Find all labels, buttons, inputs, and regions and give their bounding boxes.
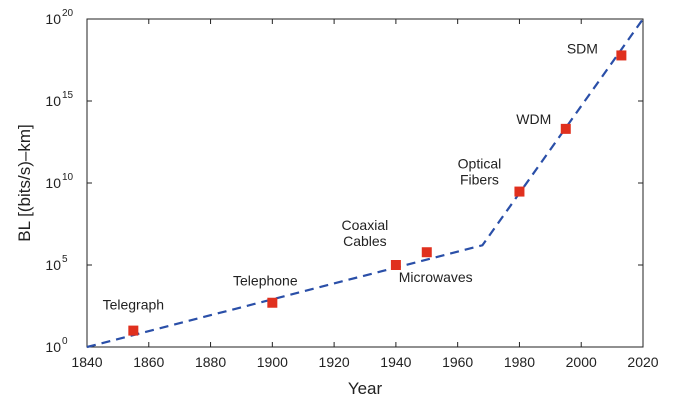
x-tick-label: 1960 bbox=[442, 354, 473, 370]
y-tick-label-base: 10 bbox=[45, 11, 61, 27]
label-optical-fibers: Optical Fibers bbox=[458, 156, 502, 188]
label-line: WDM bbox=[516, 111, 551, 127]
label-sdm: SDM bbox=[567, 40, 598, 56]
axis-ticks bbox=[86, 18, 644, 348]
x-tick-label: 1880 bbox=[195, 354, 226, 370]
label-line: Coaxial bbox=[342, 217, 389, 233]
label-line: Fibers bbox=[460, 172, 499, 188]
x-tick-label: 2020 bbox=[627, 354, 658, 370]
label-line: Telegraph bbox=[103, 297, 165, 313]
tick-labels: 1840 1860 1880 1900 1920 1940 1960 1980 2000 2020… bbox=[45, 8, 658, 370]
x-tick-label: 1920 bbox=[319, 354, 350, 370]
marker-wdm bbox=[560, 123, 571, 134]
trend-line bbox=[86, 18, 644, 349]
data-markers bbox=[128, 50, 627, 336]
marker-telephone bbox=[267, 297, 278, 308]
y-tick-label-base: 10 bbox=[45, 339, 61, 355]
y-tick-label: 10 20 bbox=[45, 8, 73, 27]
marker-telegraph bbox=[128, 325, 139, 336]
marker-optical-fibers bbox=[514, 186, 525, 197]
x-tick-label: 1900 bbox=[257, 354, 288, 370]
y-tick-label-exp: 0 bbox=[62, 336, 68, 347]
x-tick-label: 1840 bbox=[71, 354, 102, 370]
x-tick-label: 2000 bbox=[566, 354, 597, 370]
y-tick-label-exp: 20 bbox=[62, 8, 74, 19]
label-telegraph: Telegraph bbox=[103, 297, 165, 313]
label-line: Telephone bbox=[233, 273, 298, 289]
y-tick-label: 10 0 bbox=[45, 336, 68, 355]
marker-microwaves bbox=[421, 247, 432, 258]
y-tick-label: 10 5 bbox=[45, 254, 68, 273]
y-tick-label: 10 15 bbox=[45, 90, 73, 109]
annotations: Telegraph Telephone Coaxial Cables Microwave… bbox=[103, 40, 598, 312]
y-tick-label-exp: 5 bbox=[62, 254, 68, 265]
label-line: Cables bbox=[343, 233, 387, 249]
y-tick-label: 10 10 bbox=[45, 172, 73, 191]
label-telephone: Telephone bbox=[233, 273, 298, 289]
x-tick-label: 1980 bbox=[504, 354, 535, 370]
y-tick-label-exp: 10 bbox=[62, 172, 74, 183]
y-tick-label-base: 10 bbox=[45, 175, 61, 191]
label-line: Optical bbox=[458, 156, 502, 172]
y-axis-title: BL [(bits/s)–km] bbox=[15, 124, 34, 241]
plot-frame bbox=[86, 18, 644, 348]
x-tick-label: 1860 bbox=[133, 354, 164, 370]
label-wdm: WDM bbox=[516, 111, 551, 127]
label-line: Microwaves bbox=[399, 269, 473, 285]
marker-sdm bbox=[616, 50, 627, 61]
label-microwaves: Microwaves bbox=[399, 269, 473, 285]
x-tick-label: 1940 bbox=[380, 354, 411, 370]
x-axis-title: Year bbox=[348, 379, 383, 398]
y-tick-label-base: 10 bbox=[45, 257, 61, 273]
label-coaxial-cables: Coaxial Cables bbox=[342, 217, 389, 249]
y-tick-label-exp: 15 bbox=[62, 90, 74, 101]
label-line: SDM bbox=[567, 40, 598, 56]
y-tick-label-base: 10 bbox=[45, 93, 61, 109]
marker-coaxial-cables bbox=[390, 260, 401, 270]
